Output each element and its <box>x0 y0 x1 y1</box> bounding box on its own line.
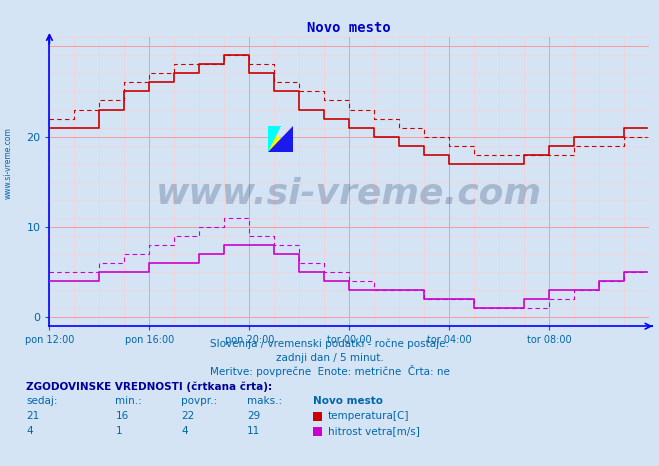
Text: www.si-vreme.com: www.si-vreme.com <box>156 176 542 210</box>
Text: ZGODOVINSKE VREDNOSTI (črtkana črta):: ZGODOVINSKE VREDNOSTI (črtkana črta): <box>26 382 272 392</box>
Polygon shape <box>268 126 293 152</box>
Text: 22: 22 <box>181 411 194 421</box>
Text: povpr.:: povpr.: <box>181 397 217 406</box>
Text: temperatura[C]: temperatura[C] <box>328 411 409 421</box>
Polygon shape <box>268 126 281 152</box>
Polygon shape <box>268 126 293 152</box>
Text: 21: 21 <box>26 411 40 421</box>
Text: hitrost vetra[m/s]: hitrost vetra[m/s] <box>328 426 419 436</box>
Text: maks.:: maks.: <box>247 397 282 406</box>
Text: 16: 16 <box>115 411 129 421</box>
Text: min.:: min.: <box>115 397 142 406</box>
Text: 29: 29 <box>247 411 260 421</box>
Text: zadnji dan / 5 minut.: zadnji dan / 5 minut. <box>275 353 384 363</box>
Title: Novo mesto: Novo mesto <box>307 21 391 35</box>
Text: www.si-vreme.com: www.si-vreme.com <box>3 127 13 199</box>
Text: 11: 11 <box>247 426 260 436</box>
Text: Meritve: povprečne  Enote: metrične  Črta: ne: Meritve: povprečne Enote: metrične Črta:… <box>210 365 449 377</box>
Text: 1: 1 <box>115 426 122 436</box>
Text: 4: 4 <box>26 426 33 436</box>
Text: 4: 4 <box>181 426 188 436</box>
Text: sedaj:: sedaj: <box>26 397 58 406</box>
Text: Slovenija / vremenski podatki - ročne postaje.: Slovenija / vremenski podatki - ročne po… <box>210 339 449 349</box>
Text: Novo mesto: Novo mesto <box>313 397 383 406</box>
